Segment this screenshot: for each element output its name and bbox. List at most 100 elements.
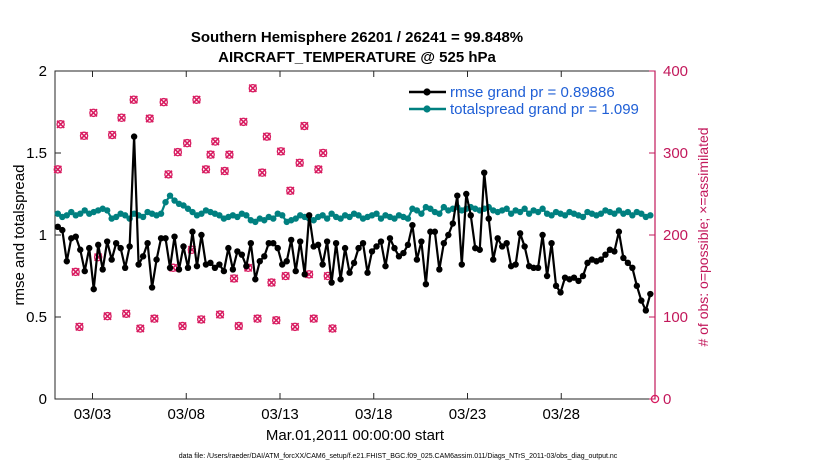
obs-possible-marker: [295, 158, 304, 168]
rmse-point: [95, 241, 102, 249]
obs-assimilated-marker: [53, 165, 62, 174]
rmse-point: [341, 244, 349, 252]
obs-assimilated-marker: [145, 114, 154, 123]
rmse-point: [386, 235, 394, 242]
rmse-point: [409, 221, 416, 229]
obs-possible-marker: [56, 120, 65, 129]
rmse-point: [391, 244, 398, 252]
rmse-point: [314, 241, 322, 249]
obs-possible-marker: [253, 314, 262, 323]
rmse-point: [198, 231, 205, 239]
legend-rmse-marker: [423, 88, 431, 96]
plot-area: [54, 70, 656, 400]
rmse-point: [162, 235, 169, 242]
rmse-series: [54, 133, 654, 314]
obs-possible-marker: [286, 186, 295, 195]
rmse-point: [570, 274, 578, 281]
x-tick-label: 03/08: [167, 406, 205, 423]
obs-assimilated-marker: [281, 271, 290, 281]
rmse-point: [90, 285, 97, 293]
rmse-point: [171, 233, 178, 240]
rmse-point: [346, 269, 353, 276]
rmse-point: [364, 269, 371, 276]
rmse-point: [238, 251, 246, 258]
x-axis: 03/03 03/08 03/13 03/18 03/23 03/28: [74, 71, 580, 423]
rmse-point: [463, 190, 470, 198]
rmse-point: [530, 264, 537, 271]
obs-assimilated-marker: [234, 321, 243, 331]
rmse-point: [534, 264, 542, 271]
obs-possible-marker: [89, 108, 98, 118]
obs-assimilated-marker: [89, 108, 98, 117]
rmse-point: [418, 238, 425, 245]
totalspread-point: [139, 213, 147, 221]
totalspread-point: [234, 213, 241, 221]
totalspread-point: [323, 215, 331, 222]
rmse-point: [368, 248, 376, 255]
obs-possible-marker: [318, 148, 328, 158]
rmse-point: [476, 246, 483, 253]
y-tick-label: 1: [39, 227, 47, 244]
rmse-point: [126, 243, 133, 250]
obs-possible-marker: [201, 165, 211, 174]
totalspread-point: [184, 205, 192, 212]
rmse-point: [377, 238, 385, 245]
rmse-point: [404, 241, 412, 249]
obs-possible-marker: [182, 138, 192, 148]
totalspread-point: [503, 205, 510, 212]
totalspread-point: [418, 210, 425, 217]
totalspread-series: [54, 192, 654, 226]
rmse-point: [189, 228, 196, 235]
totalspread-point: [198, 210, 205, 217]
obs-possible-marker: [234, 321, 243, 331]
rmse-point: [99, 266, 106, 273]
rmse-point: [305, 212, 313, 219]
totalspread-point: [171, 197, 178, 204]
totalspread-point: [548, 212, 555, 219]
obs-assimilated-marker: [56, 120, 65, 129]
rmse-point: [633, 282, 641, 290]
obs-possible-marker: [650, 394, 660, 404]
totalspread-point: [216, 212, 223, 219]
rmse-point: [234, 248, 241, 255]
rmse-point: [130, 133, 138, 140]
rmse-point: [467, 212, 474, 219]
rmse-point: [184, 264, 192, 271]
rmse-point: [265, 240, 272, 247]
rmse-point: [323, 238, 331, 245]
obs-assimilated-marker: [295, 158, 304, 168]
totalspread-point: [624, 208, 632, 216]
y-axis-label: rmse and totalspread: [11, 165, 28, 306]
obs-possible-marker: [136, 324, 145, 333]
rmse-point: [86, 244, 93, 252]
obs-possible-marker: [178, 321, 187, 331]
rmse-point: [481, 169, 488, 176]
obs-possible-marker: [79, 131, 89, 141]
obs-assimilated-marker: [220, 166, 229, 176]
rmse-point: [355, 244, 362, 252]
obs-possible-marker: [192, 95, 201, 104]
y-tick-label: 0.5: [26, 309, 47, 326]
rmse-point: [332, 240, 340, 247]
totalspread-point: [647, 212, 654, 219]
obs-possible-marker: [257, 168, 267, 177]
totalspread-point: [157, 210, 165, 217]
y-tick-label: 0: [39, 391, 47, 408]
obs-assimilated-marker: [192, 95, 201, 104]
rmse-point: [337, 276, 344, 283]
rmse-point: [328, 279, 335, 286]
totalspread-point: [121, 212, 129, 219]
rmse-point: [373, 243, 380, 250]
obs-assimilated-marker: [159, 97, 168, 107]
rmse-point: [243, 262, 250, 270]
rmse-point: [256, 258, 264, 265]
obs-assimilated-marker: [122, 309, 131, 318]
x-tick-label: 03/03: [74, 406, 112, 423]
rmse-point: [175, 266, 183, 273]
totalspread-point: [615, 207, 623, 214]
x-tick-label: 03/28: [542, 406, 580, 423]
totalspread-point: [355, 212, 362, 219]
rmse-point: [602, 251, 609, 258]
rmse-point: [498, 243, 506, 250]
obs-assimilated-marker: [215, 310, 225, 319]
